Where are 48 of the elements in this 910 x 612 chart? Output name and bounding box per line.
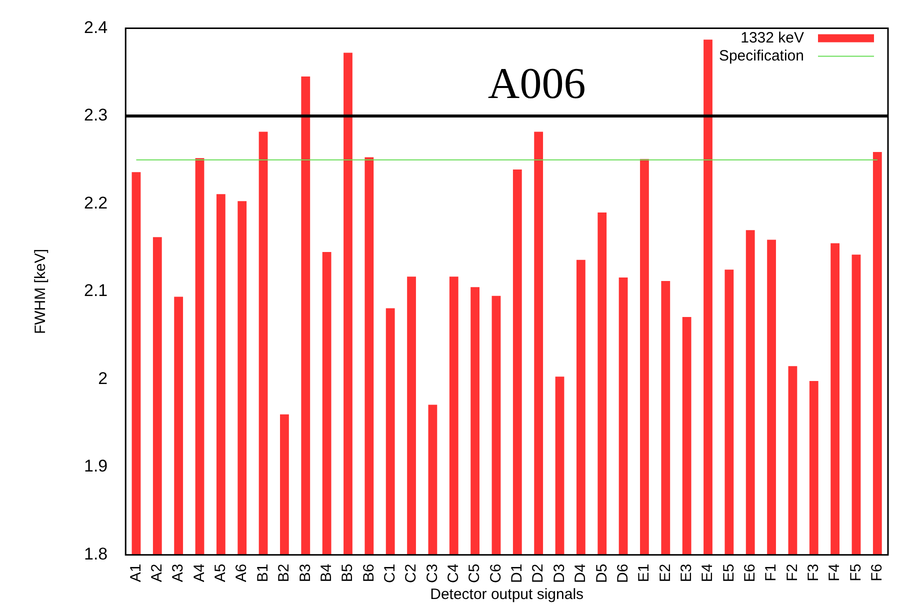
x-tick-label: C1	[381, 564, 398, 584]
x-tick-label: B3	[296, 564, 314, 582]
x-tick-label: C4	[445, 564, 462, 584]
y-axis-title: FWHM [keV]	[32, 249, 50, 334]
x-tick-label: D3	[550, 564, 568, 584]
x-tick-label: D5	[593, 564, 610, 584]
x-tick-label: A1	[127, 564, 144, 582]
legend-label: 1332 keV	[740, 29, 804, 46]
x-tick-label: A2	[148, 564, 166, 582]
x-axis-title: Detector output signals	[430, 586, 584, 604]
x-tick-label: E2	[656, 564, 674, 582]
x-tick-label: B5	[339, 564, 356, 582]
x-tick-label: D6	[614, 564, 632, 584]
x-tick-label: B6	[360, 564, 378, 582]
x-tick-label: F5	[847, 564, 864, 582]
x-tick-label: F3	[805, 564, 822, 582]
x-tick-label: A6	[233, 564, 250, 582]
y-tick-label: 2.2	[84, 193, 108, 212]
x-tick-label: C5	[466, 564, 484, 584]
x-tick-label: E3	[678, 564, 695, 582]
text: A006	[488, 58, 586, 108]
x-tick-label: C6	[487, 564, 504, 584]
y-tick-label: 2	[98, 368, 108, 388]
x-tick-label: B4	[318, 564, 335, 582]
y-tick-label: 2.3	[84, 106, 108, 125]
x-tick-label: C3	[424, 564, 441, 584]
y-tick-label: 1.9	[84, 456, 108, 476]
x-tick-label: A3	[170, 564, 187, 582]
x-tick-label: B1	[254, 564, 272, 582]
x-tick-label: E5	[720, 564, 738, 582]
x-tick-label: F4	[826, 564, 844, 582]
x-tick-label: C2	[402, 564, 420, 584]
x-tick-label: A5	[212, 564, 230, 582]
legend-label: Specification	[718, 47, 804, 64]
y-tick-label: 2.4	[84, 18, 108, 37]
x-tick-label: F1	[762, 564, 780, 582]
x-tick-label: A4	[190, 564, 208, 582]
x-tick-label: F6	[868, 564, 886, 582]
x-tick-label: B2	[276, 564, 293, 582]
x-tick-label: F2	[784, 564, 801, 582]
y-tick-label: 2.1	[84, 281, 108, 300]
x-tick-label: D1	[508, 564, 526, 584]
x-tick-label: D4	[572, 564, 590, 584]
y-tick-label: 1.8	[84, 544, 108, 564]
x-tick-label: E4	[699, 564, 716, 582]
x-tick-label: E6	[741, 564, 758, 582]
x-tick-label: D2	[530, 564, 547, 584]
x-tick-label: E1	[636, 564, 653, 582]
